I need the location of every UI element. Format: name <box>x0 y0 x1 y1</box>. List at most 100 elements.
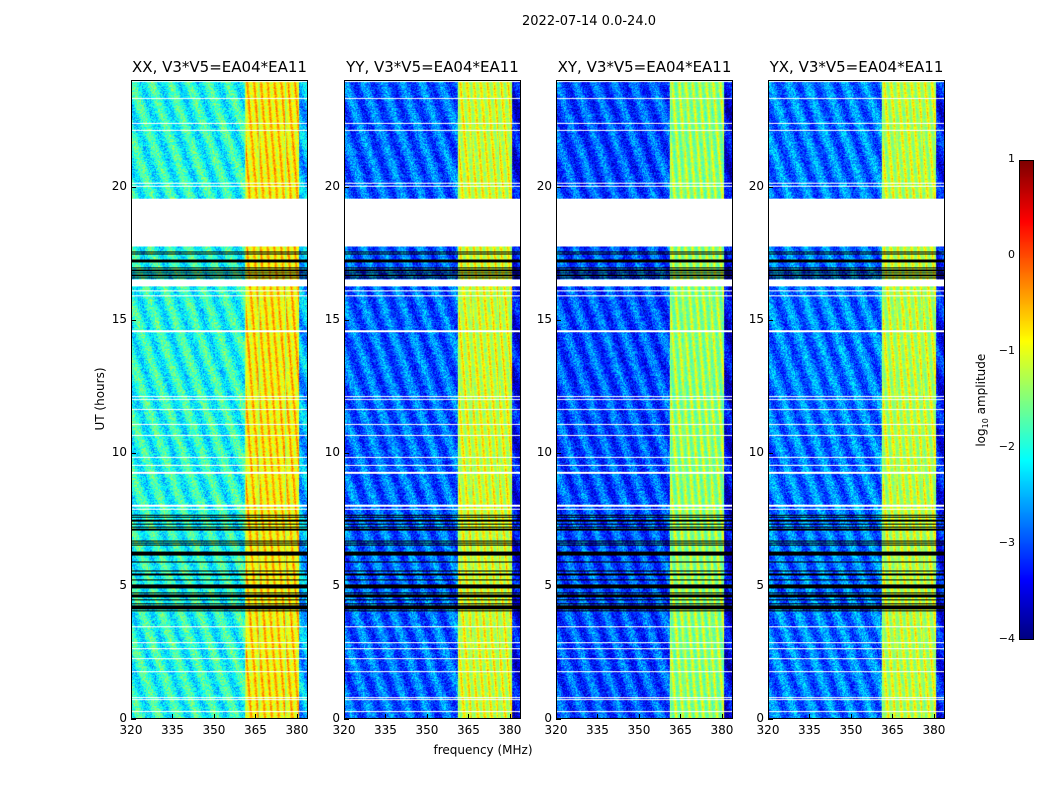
y-tick-label: 0 <box>544 711 552 725</box>
y-tick-mark <box>556 452 561 454</box>
y-tick-label: 10 <box>111 444 127 459</box>
colorbar-tick-label: 0 <box>1008 248 1015 261</box>
y-tick-mark <box>768 719 773 720</box>
x-axis-label: frequency (MHz) <box>433 743 533 757</box>
x-tick-label: 365 <box>244 723 267 737</box>
panel-title: YX, V3*V5=EA04*EA11 <box>769 58 944 76</box>
x-tick-label: 335 <box>161 723 184 737</box>
x-tick-mark <box>213 714 215 719</box>
x-tick-mark <box>768 714 769 719</box>
x-tick-label: 380 <box>710 723 734 737</box>
x-tick-mark <box>385 714 387 719</box>
colorbar-gradient <box>1020 161 1033 639</box>
x-tick-mark <box>809 714 811 719</box>
x-tick-label: 380 <box>922 723 946 737</box>
heatmap-cells <box>132 81 307 718</box>
x-tick-label: 350 <box>627 723 651 737</box>
x-tick-mark <box>850 714 852 719</box>
x-tick-label: 380 <box>498 723 522 737</box>
y-tick-label: 5 <box>332 577 340 592</box>
y-tick-label: 10 <box>536 444 552 459</box>
y-tick-label: 0 <box>756 711 764 725</box>
x-tick-mark <box>172 714 174 719</box>
y-tick-label: 20 <box>324 178 340 193</box>
y-tick-label: 10 <box>748 444 764 459</box>
y-tick-label: 15 <box>324 311 340 326</box>
colorbar <box>1019 160 1034 640</box>
y-tick-mark <box>768 452 773 454</box>
y-tick-mark <box>344 319 349 321</box>
x-tick-label: 320 <box>119 723 143 737</box>
y-tick-label: 15 <box>111 311 127 326</box>
x-tick-label: 335 <box>374 723 397 737</box>
y-tick-mark <box>768 319 773 321</box>
y-tick-label: 0 <box>119 711 127 725</box>
y-tick-mark <box>556 186 561 188</box>
panel-title: YY, V3*V5=EA04*EA11 <box>346 58 519 76</box>
colorbar-tick-label: 1 <box>1008 152 1015 165</box>
y-tick-mark <box>344 452 349 454</box>
y-tick-mark <box>556 585 561 587</box>
x-tick-label: 350 <box>202 723 226 737</box>
x-tick-label: 320 <box>332 723 356 737</box>
x-tick-mark <box>597 714 599 719</box>
y-tick-label: 10 <box>324 444 340 459</box>
y-tick-mark <box>556 719 561 720</box>
x-tick-mark <box>255 714 257 719</box>
y-tick-mark <box>768 585 773 587</box>
heatmap-panel-yy <box>344 80 521 719</box>
x-tick-mark <box>556 714 557 719</box>
y-tick-label: 5 <box>119 577 127 592</box>
y-tick-mark <box>768 186 773 188</box>
colorbar-tick-label: −1 <box>998 344 1015 357</box>
x-tick-label: 320 <box>756 723 780 737</box>
y-tick-label: 0 <box>332 711 340 725</box>
y-tick-mark <box>131 719 136 720</box>
x-tick-label: 365 <box>457 723 480 737</box>
panel-title: XY, V3*V5=EA04*EA11 <box>557 58 732 76</box>
x-tick-label: 350 <box>839 723 863 737</box>
y-tick-label: 20 <box>748 178 764 193</box>
x-tick-mark <box>131 714 132 719</box>
heatmap-cells <box>557 81 732 718</box>
x-tick-mark <box>426 714 428 719</box>
x-tick-mark <box>892 714 894 719</box>
x-tick-mark <box>680 714 682 719</box>
x-tick-mark <box>721 714 723 719</box>
x-tick-mark <box>468 714 470 719</box>
y-tick-mark <box>344 585 349 587</box>
x-tick-label: 320 <box>544 723 568 737</box>
y-tick-label: 20 <box>536 178 552 193</box>
y-tick-mark <box>131 319 136 321</box>
x-tick-label: 380 <box>285 723 309 737</box>
heatmap-cells <box>769 81 944 718</box>
y-tick-mark <box>131 585 136 587</box>
heatmap-panel-xy <box>556 80 733 719</box>
x-tick-label: 365 <box>881 723 904 737</box>
y-tick-label: 5 <box>544 577 552 592</box>
heatmap-cells <box>345 81 520 718</box>
figure-title: 2022-07-14 0.0-24.0 <box>522 14 656 29</box>
y-tick-mark <box>344 186 349 188</box>
colorbar-tick-label: −2 <box>998 440 1015 453</box>
y-tick-mark <box>556 319 561 321</box>
heatmap-panel-yx <box>768 80 945 719</box>
x-tick-mark <box>344 714 345 719</box>
x-tick-mark <box>933 714 935 719</box>
y-tick-label: 15 <box>536 311 552 326</box>
y-tick-label: 15 <box>748 311 764 326</box>
y-tick-mark <box>344 719 349 720</box>
y-tick-label: 20 <box>111 178 127 193</box>
heatmap-panel-xx <box>131 80 308 719</box>
x-tick-label: 335 <box>798 723 821 737</box>
x-tick-mark <box>509 714 511 719</box>
y-tick-label: 5 <box>756 577 764 592</box>
x-tick-label: 350 <box>415 723 439 737</box>
colorbar-tick-label: −3 <box>998 536 1015 549</box>
x-tick-mark <box>638 714 640 719</box>
y-tick-mark <box>131 452 136 454</box>
x-tick-label: 335 <box>586 723 609 737</box>
x-tick-mark <box>296 714 298 719</box>
y-tick-mark <box>131 186 136 188</box>
y-axis-label: UT (hours) <box>93 367 107 431</box>
